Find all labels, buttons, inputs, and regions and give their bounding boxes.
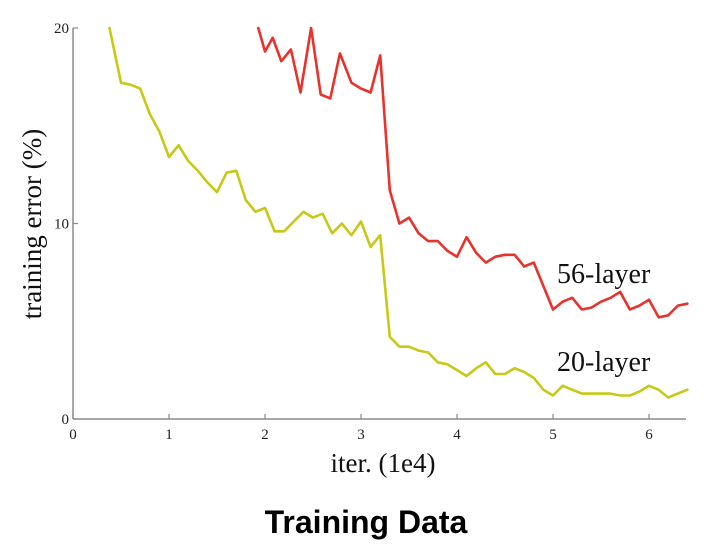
series-line-20-layer <box>108 26 689 399</box>
series-line-56-layer <box>256 26 689 319</box>
x-tick-label: 4 <box>453 427 461 443</box>
x-ticks: 0 1 2 3 4 5 6 <box>69 414 653 443</box>
x-tick-label: 5 <box>549 427 557 443</box>
y-axis-label: training error (%) <box>17 129 47 319</box>
x-tick-label: 2 <box>261 427 269 443</box>
y-tick-label: 20 <box>54 21 69 37</box>
chart-caption: Training Data <box>265 504 468 540</box>
y-tick-label: 10 <box>54 217 69 233</box>
x-tick-label: 0 <box>69 427 77 443</box>
series-label-56-layer: 56-layer <box>557 259 651 290</box>
series-label-20-layer: 20-layer <box>557 347 651 378</box>
x-tick-label: 6 <box>645 427 653 443</box>
y-tick-label: 0 <box>62 412 70 428</box>
series-lines <box>108 26 689 399</box>
x-axis-label: iter. (1e4) <box>331 448 436 478</box>
x-tick-label: 3 <box>357 427 365 443</box>
x-tick-label: 1 <box>165 427 173 443</box>
y-ticks: 0 10 20 <box>54 21 78 428</box>
